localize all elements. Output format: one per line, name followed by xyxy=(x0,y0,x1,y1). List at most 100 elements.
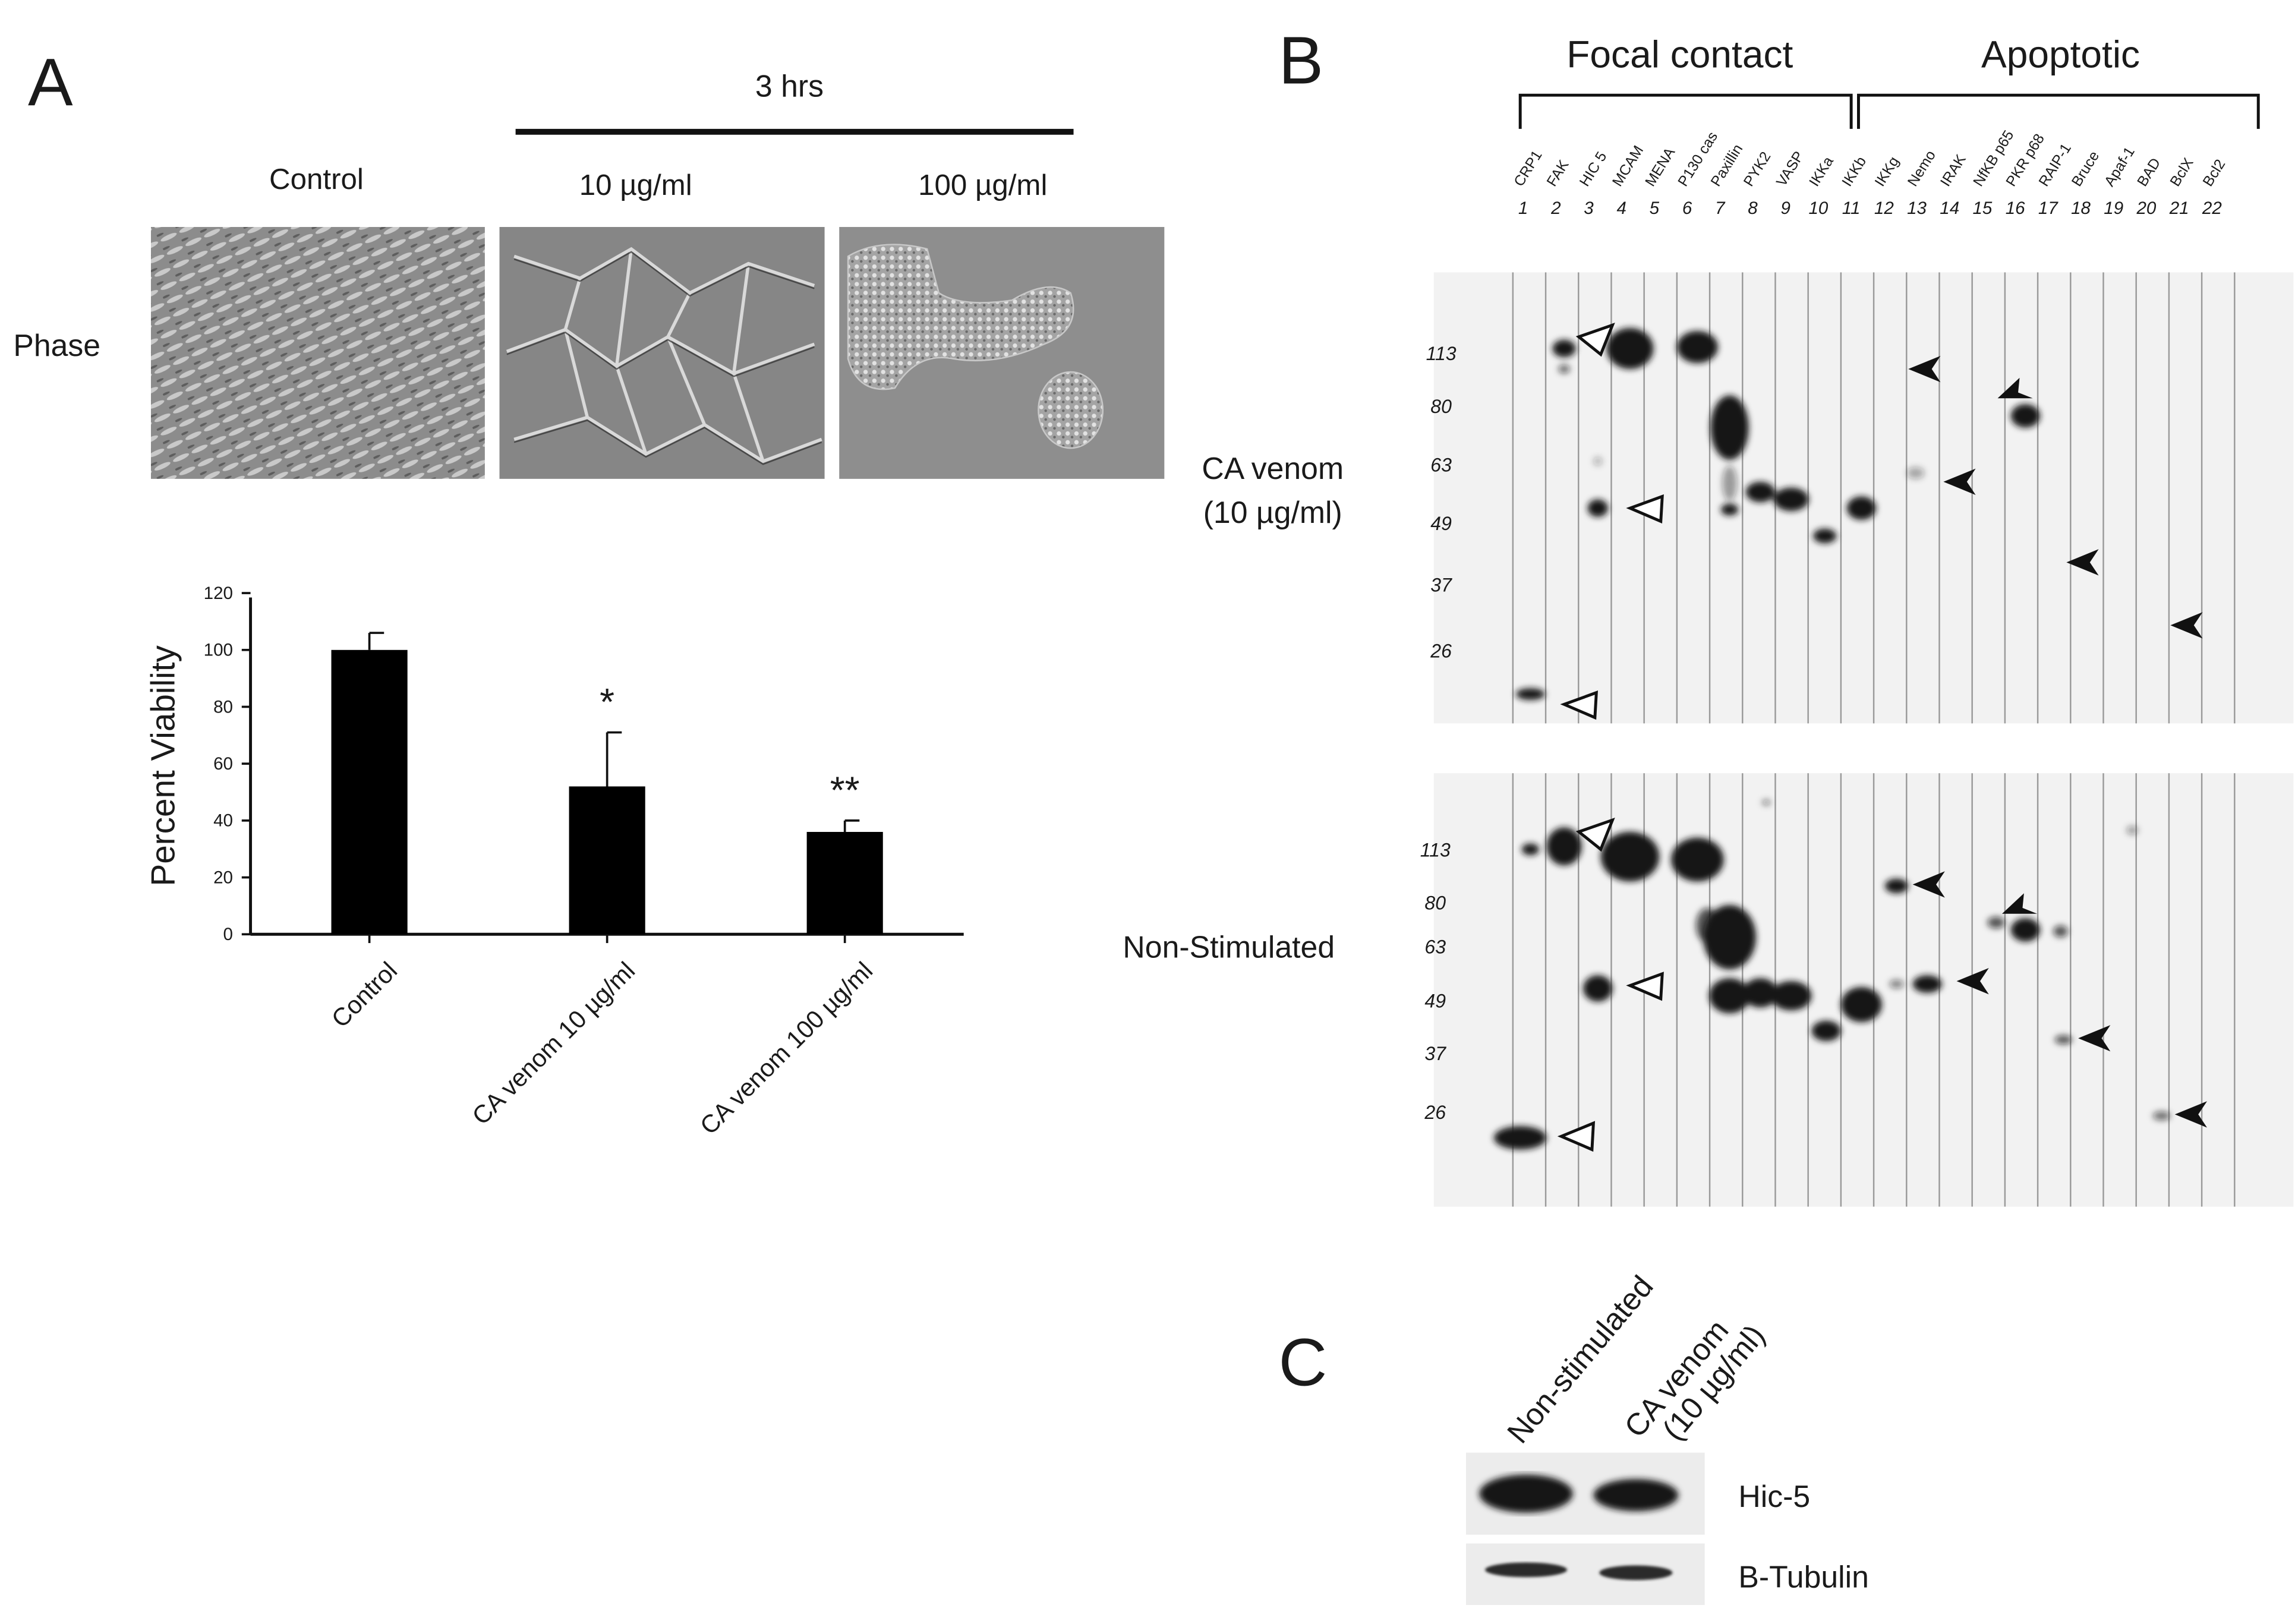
lane-number: 8 xyxy=(1748,198,1758,218)
y-tick-label: 0 xyxy=(223,925,233,944)
lane-number: 6 xyxy=(1682,198,1692,218)
phase-row-label: Phase xyxy=(13,328,100,362)
antibody-label: VASP xyxy=(1773,149,1807,189)
blot-non-stimulated xyxy=(1433,773,2294,1207)
panel-c-letter: C xyxy=(1279,1325,1328,1400)
lane-number: 15 xyxy=(1972,198,1992,218)
condition-label-100: 100 µg/ml xyxy=(918,169,1047,201)
group-bracket-apoptotic xyxy=(1856,93,2260,129)
blot-ca-venom xyxy=(1433,272,2294,724)
arrowheads xyxy=(1557,322,2207,1152)
blot-tubulin xyxy=(1466,1543,1705,1605)
lane-number: 10 xyxy=(1808,198,1828,218)
y-axis-label: Percent Viability xyxy=(144,645,182,887)
open-arrowhead-icon xyxy=(1626,494,1664,524)
filled-arrowhead-icon xyxy=(2078,1025,2111,1052)
mw-marker: 80 xyxy=(1430,396,1452,417)
lane-number: 5 xyxy=(1650,198,1660,218)
band-label-hic5: Hic-5 xyxy=(1738,1479,1810,1513)
lane-number: 11 xyxy=(1842,198,1861,218)
antibody-label: HIC 5 xyxy=(1577,149,1610,190)
bar xyxy=(331,649,408,935)
lane-number: 4 xyxy=(1616,198,1626,218)
y-tick-label: 80 xyxy=(213,697,233,717)
filled-arrowhead-icon xyxy=(1908,355,1941,383)
panel-b-letter: B xyxy=(1279,23,1324,98)
lane-number: 18 xyxy=(2071,198,2091,218)
filled-arrowhead-icon xyxy=(1997,377,2033,399)
bar xyxy=(806,832,883,935)
filled-arrowhead-icon xyxy=(2066,549,2099,576)
mw-marker: 80 xyxy=(1424,892,1446,913)
lane-number: 12 xyxy=(1874,198,1894,218)
filled-arrowhead-icon xyxy=(2174,1101,2207,1128)
lane-number: 14 xyxy=(1940,198,1959,218)
blot-bottom-label: Non-Stimulated xyxy=(1123,930,1335,964)
filled-arrowhead-icon xyxy=(2001,893,2038,914)
filled-arrowhead-icon xyxy=(1943,468,1976,495)
y-tick-label: 120 xyxy=(204,584,233,603)
panel-a-letter: A xyxy=(28,45,73,120)
antibody-label: Bruce xyxy=(2069,149,2102,190)
lane-number: 16 xyxy=(2006,198,2025,218)
time-header: 3 hrs xyxy=(755,69,824,103)
mw-marker: 49 xyxy=(1430,513,1452,534)
open-arrowhead-icon xyxy=(1626,972,1664,1001)
mw-marker: 113 xyxy=(1426,343,1457,364)
mw-marker: 63 xyxy=(1424,936,1446,957)
lane-number: 19 xyxy=(2104,198,2123,218)
y-tick-label: 100 xyxy=(204,641,233,660)
blot-top-label-line2: (10 µg/ml) xyxy=(1203,495,1342,529)
antibody-label: FAK xyxy=(1544,157,1572,189)
antibody-label: PYK2 xyxy=(1741,149,1774,190)
antibody-label: Bcl2 xyxy=(2200,157,2228,190)
antibody-label: CRP1 xyxy=(1511,148,1546,190)
condition-label-10: 10 µg/ml xyxy=(579,169,692,201)
antibody-label: BAD xyxy=(2135,155,2164,189)
group-bracket-focal xyxy=(1518,93,1853,129)
mw-marker: 63 xyxy=(1430,455,1452,476)
open-arrowhead-icon xyxy=(1560,690,1599,720)
lane-number: 21 xyxy=(2169,198,2189,218)
blot-top-label-line1: CA venom xyxy=(1202,451,1344,485)
band-label-tubulin: B-Tubulin xyxy=(1738,1559,1869,1594)
lane-number: 1 xyxy=(1518,198,1528,218)
antibody-label: IKKa xyxy=(1807,154,1837,190)
open-arrowhead-icon xyxy=(1557,1121,1596,1152)
bar xyxy=(569,786,645,935)
group-label-focal: Focal contact xyxy=(1566,33,1793,75)
micrograph-100 xyxy=(839,226,1165,479)
open-arrowhead-icon xyxy=(1575,817,1615,852)
antibody-label: Apaf-1 xyxy=(2101,144,2138,190)
filled-arrowhead-icon xyxy=(1956,967,1989,995)
mw-marker: 49 xyxy=(1424,990,1446,1011)
blot-hic5 xyxy=(1466,1452,1705,1535)
y-tick-label: 20 xyxy=(213,868,233,887)
lane-number: 20 xyxy=(2136,198,2157,218)
x-tick-label: Control xyxy=(326,956,403,1033)
mw-marker: 113 xyxy=(1420,840,1451,861)
y-tick-label: 60 xyxy=(213,754,233,774)
lane-number: 3 xyxy=(1584,198,1594,218)
x-tick-label: CA venom 100 µg/ml xyxy=(695,956,878,1140)
mw-marker: 37 xyxy=(1424,1043,1446,1064)
y-tick-label: 40 xyxy=(213,811,233,831)
open-arrowhead-icon xyxy=(1575,322,1615,357)
lane-number: 17 xyxy=(2038,198,2058,218)
lane-number: 13 xyxy=(1907,198,1927,218)
lane-number: 7 xyxy=(1715,198,1726,218)
mw-marker: 26 xyxy=(1424,1102,1446,1123)
significance-marker: * xyxy=(600,680,614,723)
x-tick-label: CA venom 10 µg/ml xyxy=(466,956,640,1130)
antibody-label: BclX xyxy=(2167,155,2197,189)
filled-arrowhead-icon xyxy=(1912,871,1945,898)
antibody-label: IRAK xyxy=(1937,152,1969,190)
significance-marker: ** xyxy=(830,768,860,811)
micrograph-control xyxy=(150,226,485,479)
lane-number: 22 xyxy=(2202,198,2222,218)
antibody-label: Nemo xyxy=(1905,148,1939,190)
antibody-label: MCAM xyxy=(1609,143,1647,190)
antibody-label: IKKb xyxy=(1839,154,1870,190)
lane-number: 2 xyxy=(1550,198,1561,218)
